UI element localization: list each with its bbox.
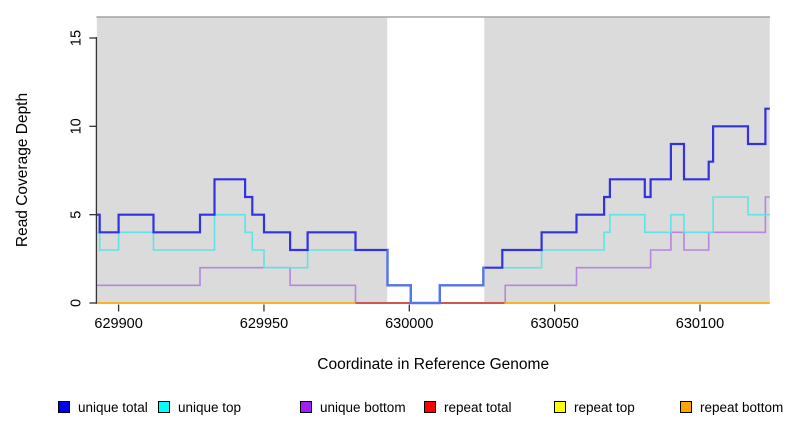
shaded-region-unique-mappability-left: [96, 17, 388, 303]
x-tick-label: 630050: [530, 316, 578, 332]
y-tick-label: 5: [68, 211, 84, 219]
series-line-unique-total-gap-overlay: [386, 248, 485, 305]
shaded-region-unique-mappability-right: [484, 17, 770, 303]
y-tick-label: 15: [68, 30, 84, 46]
x-tick-label: 629950: [240, 316, 288, 332]
x-tick-label: 630100: [676, 316, 724, 332]
x-axis-title: Coordinate in Reference Genome: [317, 356, 549, 373]
series-line-unique-bottom: [96, 196, 770, 304]
y-tick-label: 10: [68, 118, 84, 134]
y-axis-title: Read Coverage Depth: [14, 93, 31, 247]
y-tick-label: 0: [68, 299, 84, 307]
x-tick-label: 630000: [385, 316, 433, 332]
x-tick-label: 629900: [94, 316, 142, 332]
